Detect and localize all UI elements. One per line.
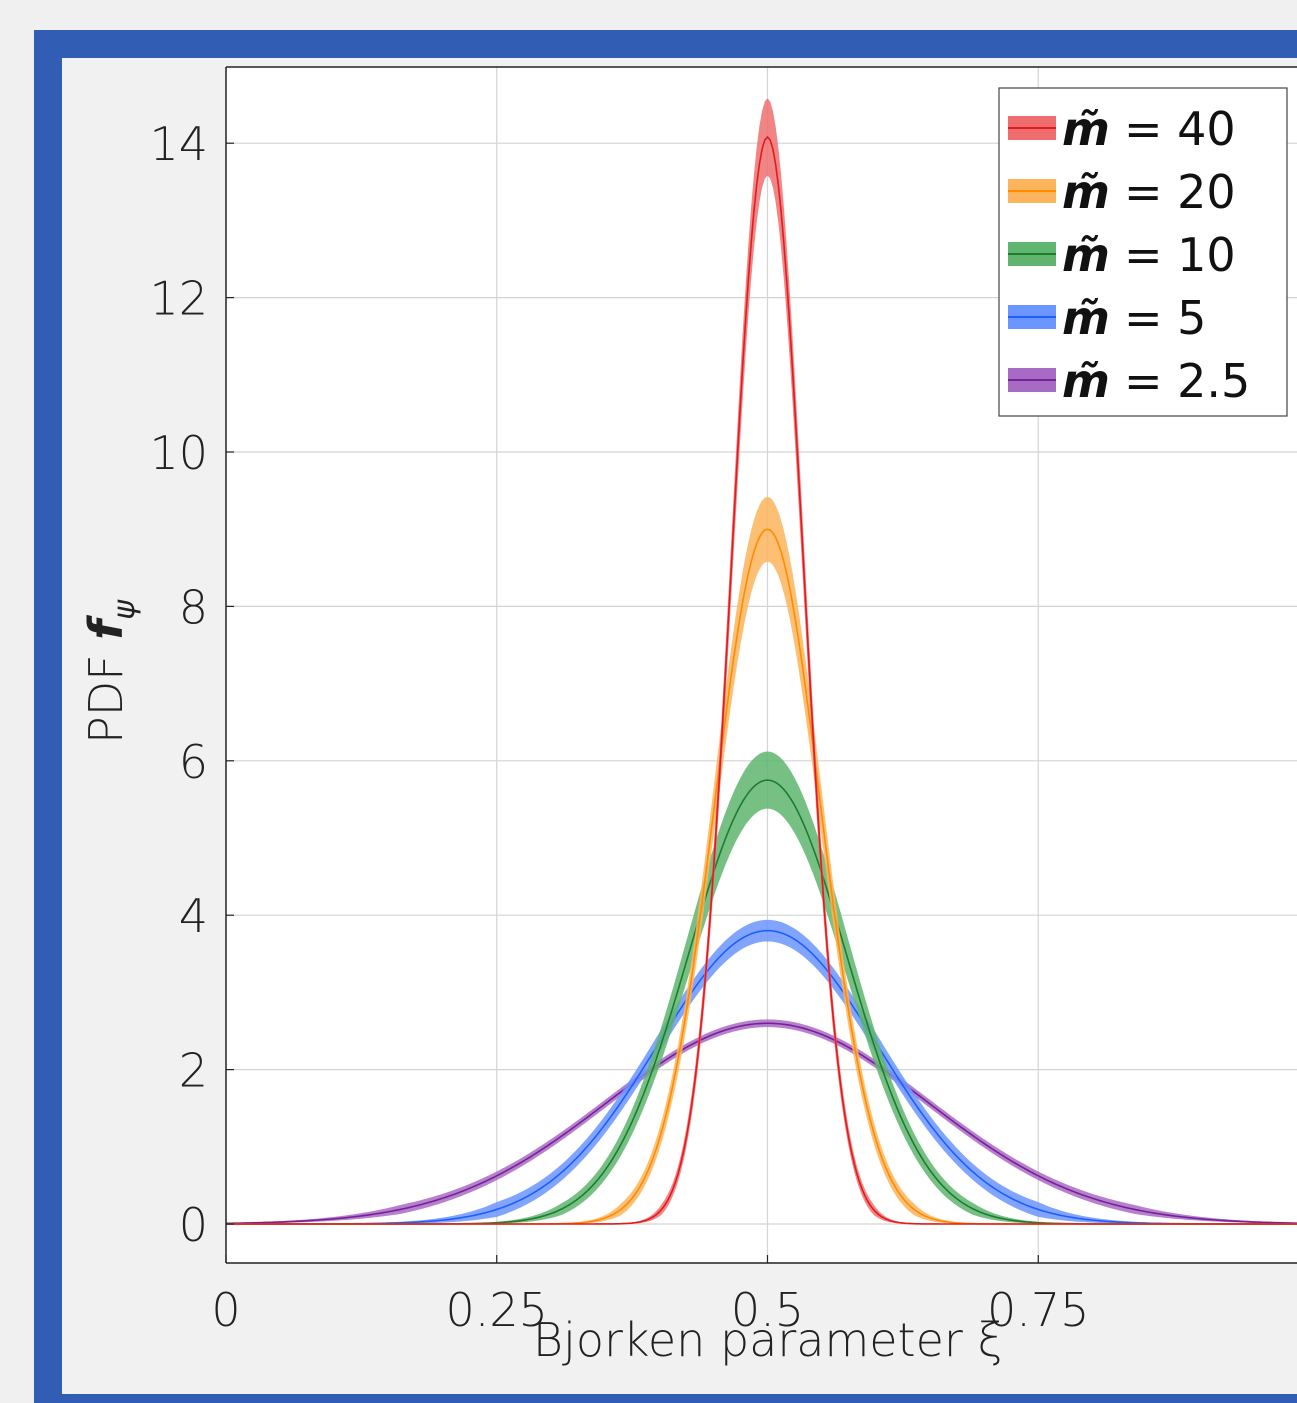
legend-label-symbol: m̃ — [1062, 354, 1110, 408]
legend-label-value: = 10 — [1124, 228, 1236, 282]
x-axis-title: Bjorken parameter ξ — [533, 1313, 1003, 1367]
y-tick-label: 4 — [179, 889, 208, 943]
y-tick-label: 12 — [149, 272, 208, 326]
legend-label-symbol: m̃ — [1062, 291, 1110, 345]
series-layer — [226, 98, 1297, 1225]
series-line — [226, 1022, 1297, 1225]
series-line — [226, 135, 1297, 1225]
x-tick-label: 0 — [211, 1283, 240, 1337]
x-tick-label: 0.5 — [731, 1283, 804, 1337]
y-tick-label: 6 — [179, 735, 208, 789]
y-tick-label: 0 — [179, 1198, 208, 1252]
tick-labels: 0 0.25 0.5 0.75 0 2 4 6 8 10 12 14 — [149, 117, 1089, 1337]
y-axis-title-subscript: ψ — [107, 599, 142, 620]
legend: m̃ = 40 m̃ = 20 m̃ = 10 m̃ = 5 m̃ = 2.5 — [998, 87, 1288, 417]
legend-label: m̃ = 40 — [1062, 102, 1236, 156]
legend-label: m̃ = 10 — [1062, 228, 1236, 282]
x-tick-label: 0.75 — [987, 1283, 1089, 1337]
y-axis-title: PDF fψ — [79, 599, 142, 744]
x-tick-label: 0.25 — [446, 1283, 548, 1337]
legend-label-value: = 40 — [1124, 102, 1236, 156]
legend-label: m̃ = 2.5 — [1062, 354, 1250, 408]
legend-label-value: = 5 — [1124, 291, 1206, 345]
axes — [225, 66, 1297, 1264]
legend-label-value: = 20 — [1124, 165, 1236, 219]
series-line — [226, 929, 1297, 1225]
y-axis-title-main: PDF — [79, 640, 133, 744]
legend-label: m̃ = 20 — [1062, 165, 1236, 219]
legend-label-symbol: m̃ — [1062, 228, 1110, 282]
y-tick-label: 8 — [179, 580, 208, 634]
y-tick-label: 10 — [149, 426, 208, 480]
legend-label-symbol: m̃ — [1062, 165, 1110, 219]
y-tick-label: 2 — [179, 1044, 208, 1098]
y-tick-label: 14 — [149, 117, 208, 171]
series-band — [226, 1019, 1297, 1224]
legend-label-value: = 2.5 — [1124, 354, 1250, 408]
legend-label-symbol: m̃ — [1062, 102, 1110, 156]
legend-label: m̃ = 5 — [1062, 291, 1206, 345]
